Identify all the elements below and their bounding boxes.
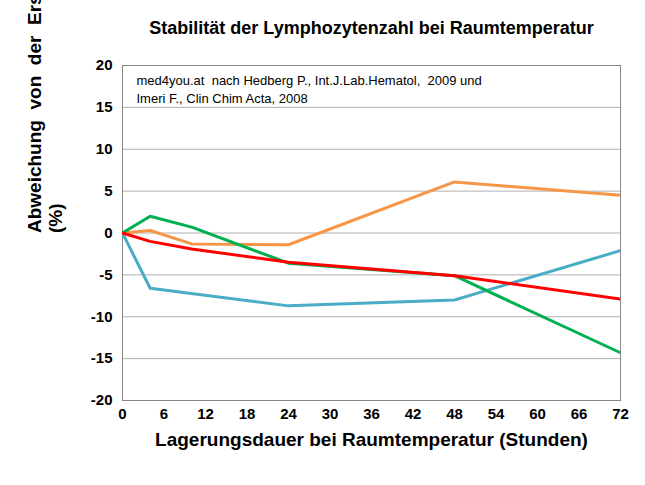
svg-text:24: 24 xyxy=(280,405,297,422)
svg-text:12: 12 xyxy=(197,405,214,422)
svg-text:10: 10 xyxy=(96,140,113,157)
svg-text:5: 5 xyxy=(104,182,112,199)
svg-text:-15: -15 xyxy=(91,349,113,366)
svg-text:0: 0 xyxy=(118,405,126,422)
svg-text:48: 48 xyxy=(446,405,463,422)
svg-text:18: 18 xyxy=(239,405,256,422)
svg-text:42: 42 xyxy=(405,405,422,422)
svg-text:6: 6 xyxy=(160,405,168,422)
svg-text:36: 36 xyxy=(363,405,380,422)
svg-text:30: 30 xyxy=(322,405,339,422)
svg-text:Abweichung von der Erstmess: Abweichung von der Erstmessung(%) xyxy=(24,0,67,233)
svg-text:Lagerungsdauer bei Raumtempera: Lagerungsdauer bei Raumtemperatur (Stund… xyxy=(155,429,588,450)
svg-text:60: 60 xyxy=(529,405,546,422)
svg-text:-20: -20 xyxy=(91,391,113,408)
svg-text:20: 20 xyxy=(96,56,113,73)
svg-text:0: 0 xyxy=(104,224,112,241)
svg-text:72: 72 xyxy=(612,405,629,422)
svg-text:66: 66 xyxy=(571,405,588,422)
svg-text:15: 15 xyxy=(96,98,113,115)
svg-text:med4you.at nach Hedberg P., I: med4you.at nach Hedberg P., Int.J.Lab.He… xyxy=(137,73,482,106)
svg-text:54: 54 xyxy=(488,405,505,422)
svg-text:-10: -10 xyxy=(91,308,113,325)
svg-text:-5: -5 xyxy=(99,266,112,283)
svg-text:Stabilität der Lymphozytenzahl: Stabilität der Lymphozytenzahl bei Raumt… xyxy=(149,18,593,38)
